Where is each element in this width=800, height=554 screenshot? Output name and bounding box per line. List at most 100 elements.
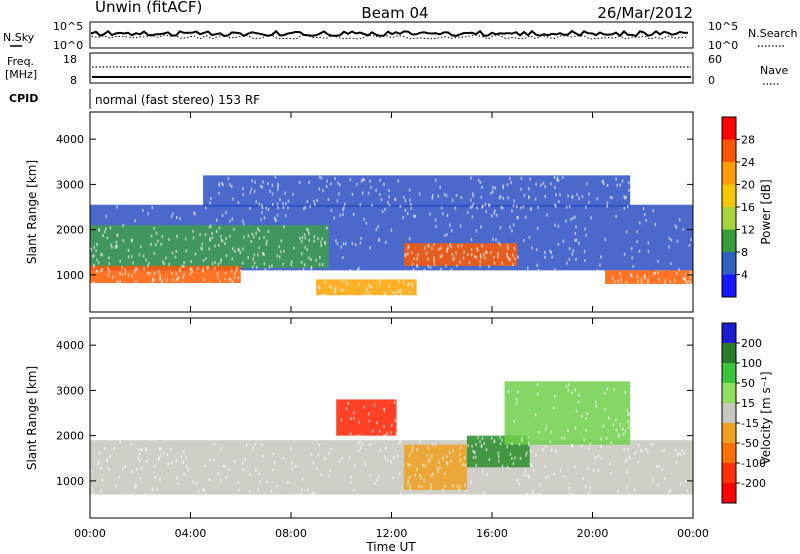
power-speckle	[394, 198, 397, 202]
power-speckle	[190, 260, 192, 264]
power-speckle	[217, 243, 220, 247]
power-speckle	[220, 234, 222, 238]
power-speckle	[160, 282, 163, 286]
power-speckle	[334, 288, 336, 292]
power-speckle	[290, 263, 293, 267]
power-speckle	[215, 229, 218, 233]
power-speckle	[460, 195, 463, 199]
power-speckle	[427, 264, 430, 268]
velocity-speckle	[135, 483, 137, 487]
power-speckle	[626, 230, 628, 234]
velocity-speckle	[242, 461, 244, 465]
power-speckle	[493, 211, 496, 215]
velocity-panel: 1000 2000 3000 4000 Slant Range [km]	[25, 317, 694, 519]
power-speckle	[558, 200, 560, 204]
power-speckle	[260, 218, 262, 222]
velocity-speckle	[131, 469, 133, 473]
power-speckle	[644, 275, 646, 279]
power-speckle	[321, 237, 323, 241]
power-speckle	[219, 279, 221, 283]
velocity-speckle	[570, 443, 573, 447]
velocity-ytick-label-3: 4000	[56, 339, 84, 352]
power-speckle	[267, 207, 270, 211]
velocity-speckle	[617, 433, 620, 437]
power-speckle	[682, 227, 685, 231]
power-speckle	[609, 195, 612, 199]
power-speckle	[262, 180, 264, 184]
velocity-speckle	[167, 462, 169, 466]
power-speckle	[360, 236, 363, 240]
velocity-speckle	[100, 489, 103, 493]
power-speckle	[416, 263, 418, 267]
power-speckle	[225, 237, 227, 241]
velocity-speckle	[571, 443, 574, 447]
power-speckle	[349, 178, 352, 182]
velocity-speckle	[187, 468, 190, 472]
velocity-speckle	[554, 394, 556, 398]
velocity-speckle	[473, 451, 476, 455]
power-speckle	[647, 241, 650, 245]
power-speckle	[136, 267, 139, 271]
velocity-colorbar-segment	[722, 383, 736, 404]
power-speckle	[176, 234, 178, 238]
power-speckle	[606, 183, 609, 187]
velocity-speckle	[270, 489, 273, 493]
power-speckle	[642, 207, 645, 211]
velocity-speckle	[121, 466, 124, 470]
power-speckle	[509, 258, 511, 262]
velocity-speckle	[499, 435, 501, 439]
velocity-speckle	[617, 489, 619, 493]
velocity-speckle	[450, 459, 452, 463]
noise-tick-top-left: 10^5	[53, 20, 83, 33]
velocity-speckle	[497, 451, 500, 455]
power-colorbar-segment	[722, 207, 736, 230]
power-colorbar-segment	[722, 184, 736, 208]
power-speckle	[481, 185, 483, 189]
power-colorbar-segment	[722, 139, 736, 163]
velocity-speckle	[162, 451, 165, 455]
power-speckle	[330, 182, 332, 186]
power-speckle	[507, 255, 509, 259]
power-speckle	[388, 195, 390, 199]
power-speckle	[429, 265, 432, 269]
velocity-speckle	[580, 444, 583, 448]
velocity-speckle	[677, 452, 680, 456]
velocity-speckle	[153, 494, 156, 498]
velocity-speckle	[624, 459, 627, 463]
power-speckle	[621, 179, 624, 183]
velocity-speckle	[527, 435, 530, 439]
power-speckle	[283, 225, 285, 229]
power-speckle	[566, 261, 568, 265]
power-speckle	[433, 256, 436, 260]
velocity-speckle	[470, 480, 472, 484]
power-speckle	[336, 199, 339, 203]
power-speckle	[479, 253, 482, 257]
power-speckle	[317, 237, 319, 241]
power-speckle	[497, 255, 499, 259]
velocity-speckle	[443, 471, 446, 475]
power-speckle	[205, 257, 207, 261]
power-speckle	[555, 204, 557, 208]
velocity-speckle	[384, 434, 387, 438]
power-speckle	[638, 221, 641, 225]
power-speckle	[335, 286, 337, 290]
power-speckle	[201, 247, 203, 251]
power-speckle	[95, 249, 97, 253]
velocity-speckle	[261, 443, 263, 447]
velocity-speckle	[661, 467, 664, 471]
power-speckle	[423, 268, 426, 272]
velocity-speckle	[485, 448, 488, 452]
power-speckle	[224, 277, 227, 281]
power-speckle	[225, 253, 228, 257]
velocity-speckle	[317, 453, 320, 457]
power-colorbar-label-1: 24	[741, 156, 755, 169]
power-speckle	[271, 192, 274, 196]
power-speckle	[362, 177, 364, 181]
velocity-speckle	[368, 419, 371, 423]
velocity-speckle	[524, 469, 527, 473]
power-speckle	[98, 228, 100, 232]
power-speckle	[257, 227, 259, 231]
velocity-speckle	[212, 458, 215, 462]
velocity-speckle	[411, 449, 413, 453]
velocity-speckle	[310, 452, 312, 456]
